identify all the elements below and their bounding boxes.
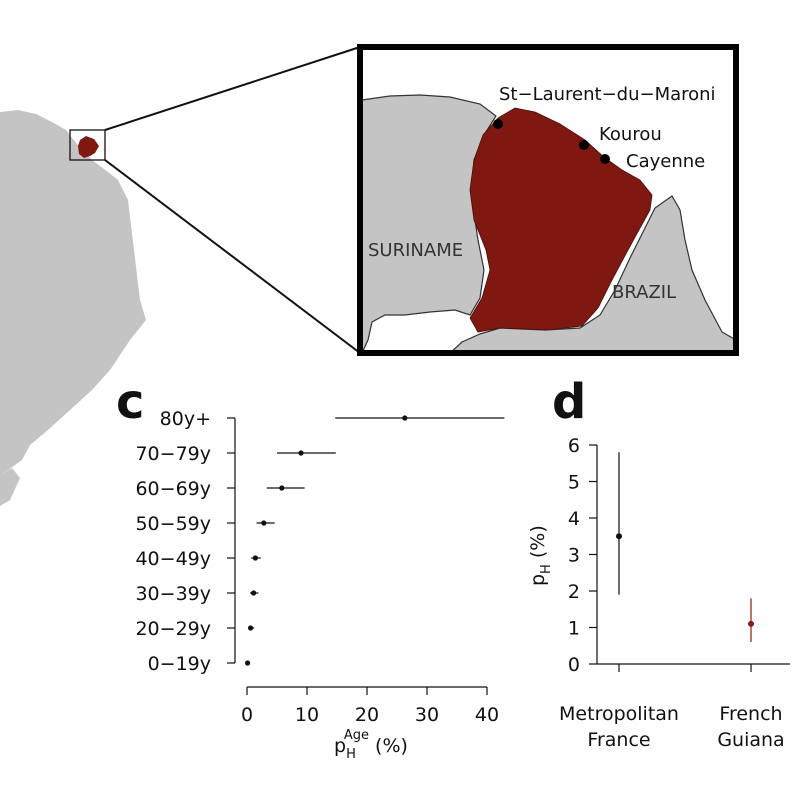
panel-d-point (748, 620, 754, 627)
panel-letter-d: d (552, 374, 586, 430)
x-label-unit: (%) (369, 735, 408, 757)
x-label-sup: Age (344, 728, 369, 743)
panel-d-y-tick-label: 2 (568, 581, 580, 603)
panel-c-point (279, 485, 285, 491)
city-dot-kourou (579, 140, 589, 150)
panel-c-point (252, 555, 258, 561)
panel-d-x-tick-label-line2: Guiana (717, 729, 784, 751)
city-dot-st-laurent (493, 119, 503, 129)
south-america-land (0, 110, 146, 475)
brazil-land (448, 195, 737, 354)
panel-c-x-tick-label: 30 (415, 704, 439, 726)
south-america-coast-piece (0, 468, 20, 506)
panel-c-y-tick-label: 50−59y (135, 513, 211, 535)
panel-c-x-tick-label: 40 (475, 704, 499, 726)
panel-d-y-tick-label: 4 (568, 508, 580, 530)
city-label-st-laurent: St−Laurent−du−Maroni (499, 84, 716, 105)
panel-d-y-tick-label: 3 (568, 545, 580, 567)
locator-box (69, 129, 106, 161)
y-label-unit: (%) (527, 525, 549, 564)
zoom-line-top (104, 46, 361, 131)
french-guiana-land (469, 107, 653, 333)
panel-d-y-tick-label: 5 (568, 472, 580, 494)
panel-c-y-tick-label: 20−29y (135, 618, 211, 640)
south-america-map (0, 110, 146, 506)
panel-c-y-tick-label: 0−19y (148, 653, 211, 675)
panel-d: d 0123456MetropolitanFranceFrenchGuiana … (527, 374, 790, 751)
panel-d-y-tick-label: 0 (568, 654, 580, 676)
city-dot-cayenne (600, 154, 610, 164)
panel-d-x-tick-label-line1: Metropolitan (559, 703, 679, 725)
panel-c-x-label: pH Age (%) (334, 728, 408, 762)
panel-c-point (245, 660, 251, 666)
panel-d-x-tick-label-line1: French (719, 703, 782, 725)
panel-c-y-tick-label: 70−79y (135, 443, 211, 465)
panel-c-y-tick-label: 80y+ (160, 408, 211, 430)
city-label-kourou: Kourou (599, 124, 662, 145)
panel-c-point (298, 450, 304, 456)
city-label-cayenne: Cayenne (626, 151, 705, 172)
panel-c-point (251, 590, 257, 596)
y-label-main: p (527, 574, 549, 586)
zoom-line-bottom (104, 159, 361, 354)
panel-c: c 0−19y 20−29y 30−39y 40−49y 50−59y 60−69y 70−… (116, 374, 505, 762)
x-label-main: p (334, 735, 346, 757)
country-label-suriname: SURINAME (368, 240, 463, 261)
panel-d-x-tick-label-line2: France (587, 729, 650, 751)
suriname-land (361, 94, 497, 354)
y-label-sub: H (539, 564, 554, 574)
panel-c-y-tick-label: 40−49y (135, 548, 211, 570)
panel-c-point (248, 625, 254, 631)
inset-border (357, 44, 739, 356)
country-label-brazil: BRAZIL (612, 282, 676, 303)
panel-d-y-label: pH (%) (527, 525, 554, 586)
panel-c-x-tick-label: 0 (241, 704, 253, 726)
panel-c-x-tick-label: 10 (295, 704, 319, 726)
panel-c-y-tick-label: 60−69y (135, 478, 211, 500)
panel-letter-c: c (116, 374, 144, 430)
x-label-sub: H (346, 747, 356, 762)
inset-map: St−Laurent−du−Maroni Kourou Cayenne SURI… (357, 44, 739, 356)
guiana-mini-shape (78, 136, 99, 158)
panel-c-x-tick-label: 20 (355, 704, 379, 726)
panel-d-point (616, 533, 622, 540)
panel-c-y-tick-label: 30−39y (135, 583, 211, 605)
panel-c-point (402, 415, 408, 421)
panel-c-point (261, 520, 267, 526)
panel-d-y-tick-label: 1 (568, 618, 580, 640)
panel-d-y-tick-label: 6 (568, 435, 580, 457)
